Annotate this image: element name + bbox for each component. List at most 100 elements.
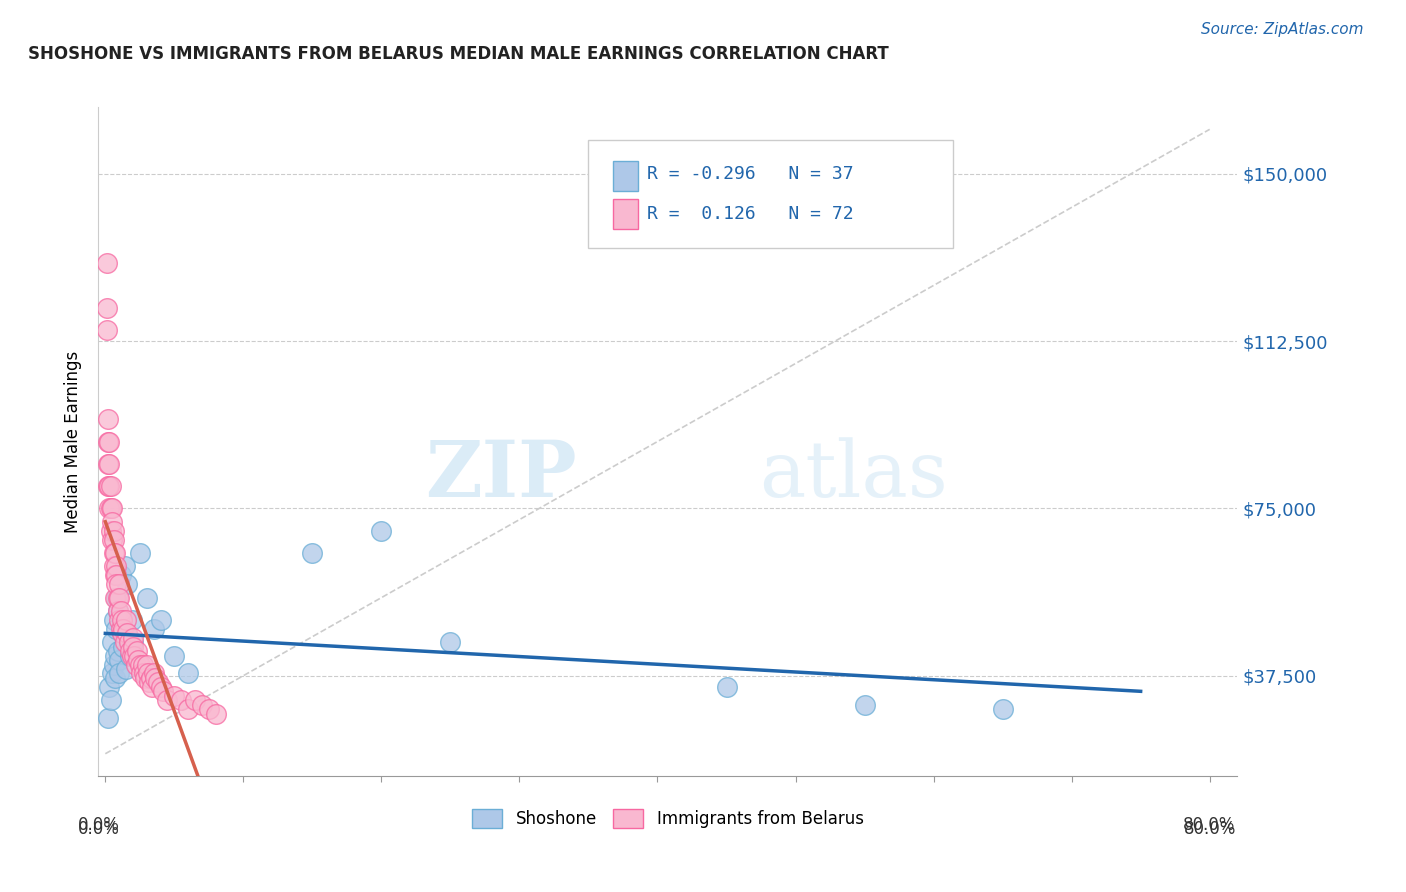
Point: [108, 577, 131, 591]
Point: [146, 675, 169, 690]
Point: [370, 524, 392, 538]
Point: [135, 657, 157, 672]
Text: 0.0%: 0.0%: [77, 820, 120, 838]
Point: [128, 546, 150, 560]
Point: [152, 684, 174, 698]
Point: [111, 626, 134, 640]
Point: [112, 622, 135, 636]
Point: [100, 501, 122, 516]
Point: [129, 666, 152, 681]
Point: [120, 648, 142, 663]
Point: [131, 657, 153, 672]
Point: [114, 559, 136, 574]
Point: [149, 613, 172, 627]
Point: [122, 631, 145, 645]
Point: [117, 577, 139, 591]
Point: [125, 644, 148, 658]
Text: 0.0%: 0.0%: [77, 816, 120, 834]
Point: [156, 693, 179, 707]
Point: [111, 626, 134, 640]
Point: [163, 689, 186, 703]
Point: [107, 591, 129, 605]
Text: R =  0.126   N = 72: R = 0.126 N = 72: [647, 205, 853, 223]
Point: [103, 546, 125, 560]
Point: [108, 666, 131, 681]
Point: [107, 604, 129, 618]
Text: atlas: atlas: [759, 437, 948, 513]
Point: [105, 577, 128, 591]
Text: Source: ZipAtlas.com: Source: ZipAtlas.com: [1201, 22, 1364, 37]
Point: [101, 501, 124, 516]
Point: [120, 644, 142, 658]
Point: [104, 591, 127, 605]
Text: 80.0%: 80.0%: [1184, 820, 1236, 838]
Point: [121, 613, 143, 627]
Point: [121, 648, 143, 663]
Point: [100, 524, 122, 538]
Point: [115, 662, 138, 676]
Point: [104, 648, 127, 663]
Point: [101, 515, 124, 529]
Point: [115, 613, 138, 627]
Point: [103, 559, 125, 574]
Point: [100, 693, 122, 707]
Point: [104, 546, 127, 560]
Point: [104, 568, 127, 582]
Text: SHOSHONE VS IMMIGRANTS FROM BELARUS MEDIAN MALE EARNINGS CORRELATION CHART: SHOSHONE VS IMMIGRANTS FROM BELARUS MEDI…: [28, 45, 889, 62]
Point: [124, 648, 146, 663]
Point: [98, 680, 121, 694]
Point: [716, 680, 738, 694]
Point: [138, 675, 160, 690]
Point: [97, 434, 120, 449]
Point: [97, 412, 120, 426]
Point: [128, 657, 150, 672]
Point: [177, 702, 200, 716]
Point: [114, 635, 136, 649]
Point: [96, 256, 118, 270]
Point: [139, 671, 162, 685]
Point: [97, 479, 120, 493]
Point: [163, 648, 186, 663]
Point: [98, 479, 121, 493]
Point: [112, 640, 135, 654]
Point: [177, 666, 200, 681]
Point: [132, 666, 155, 681]
Point: [125, 657, 148, 672]
FancyBboxPatch shape: [613, 161, 638, 191]
Point: [143, 671, 166, 685]
Point: [301, 546, 323, 560]
Point: [101, 533, 124, 547]
Point: [184, 693, 207, 707]
Point: [141, 680, 163, 694]
Point: [100, 479, 122, 493]
Point: [127, 653, 149, 667]
Point: [103, 657, 125, 672]
Text: R = -0.296   N = 37: R = -0.296 N = 37: [647, 165, 853, 183]
Point: [204, 706, 226, 721]
Point: [122, 640, 145, 654]
Point: [103, 613, 125, 627]
FancyBboxPatch shape: [588, 140, 953, 247]
Point: [103, 533, 125, 547]
Point: [118, 631, 141, 645]
Y-axis label: Median Male Earnings: Median Male Earnings: [65, 351, 83, 533]
Point: [105, 559, 128, 574]
Point: [105, 568, 128, 582]
Point: [122, 635, 145, 649]
Point: [98, 501, 121, 516]
Point: [135, 591, 157, 605]
Point: [136, 666, 159, 681]
Point: [108, 613, 131, 627]
Point: [110, 622, 132, 636]
Point: [134, 671, 156, 685]
Point: [110, 604, 132, 618]
Point: [170, 693, 193, 707]
Point: [118, 635, 141, 649]
Point: [101, 666, 124, 681]
Point: [98, 457, 121, 471]
Text: ZIP: ZIP: [425, 437, 576, 513]
Point: [107, 644, 129, 658]
FancyBboxPatch shape: [613, 199, 638, 228]
Point: [96, 323, 118, 337]
Point: [105, 622, 128, 636]
